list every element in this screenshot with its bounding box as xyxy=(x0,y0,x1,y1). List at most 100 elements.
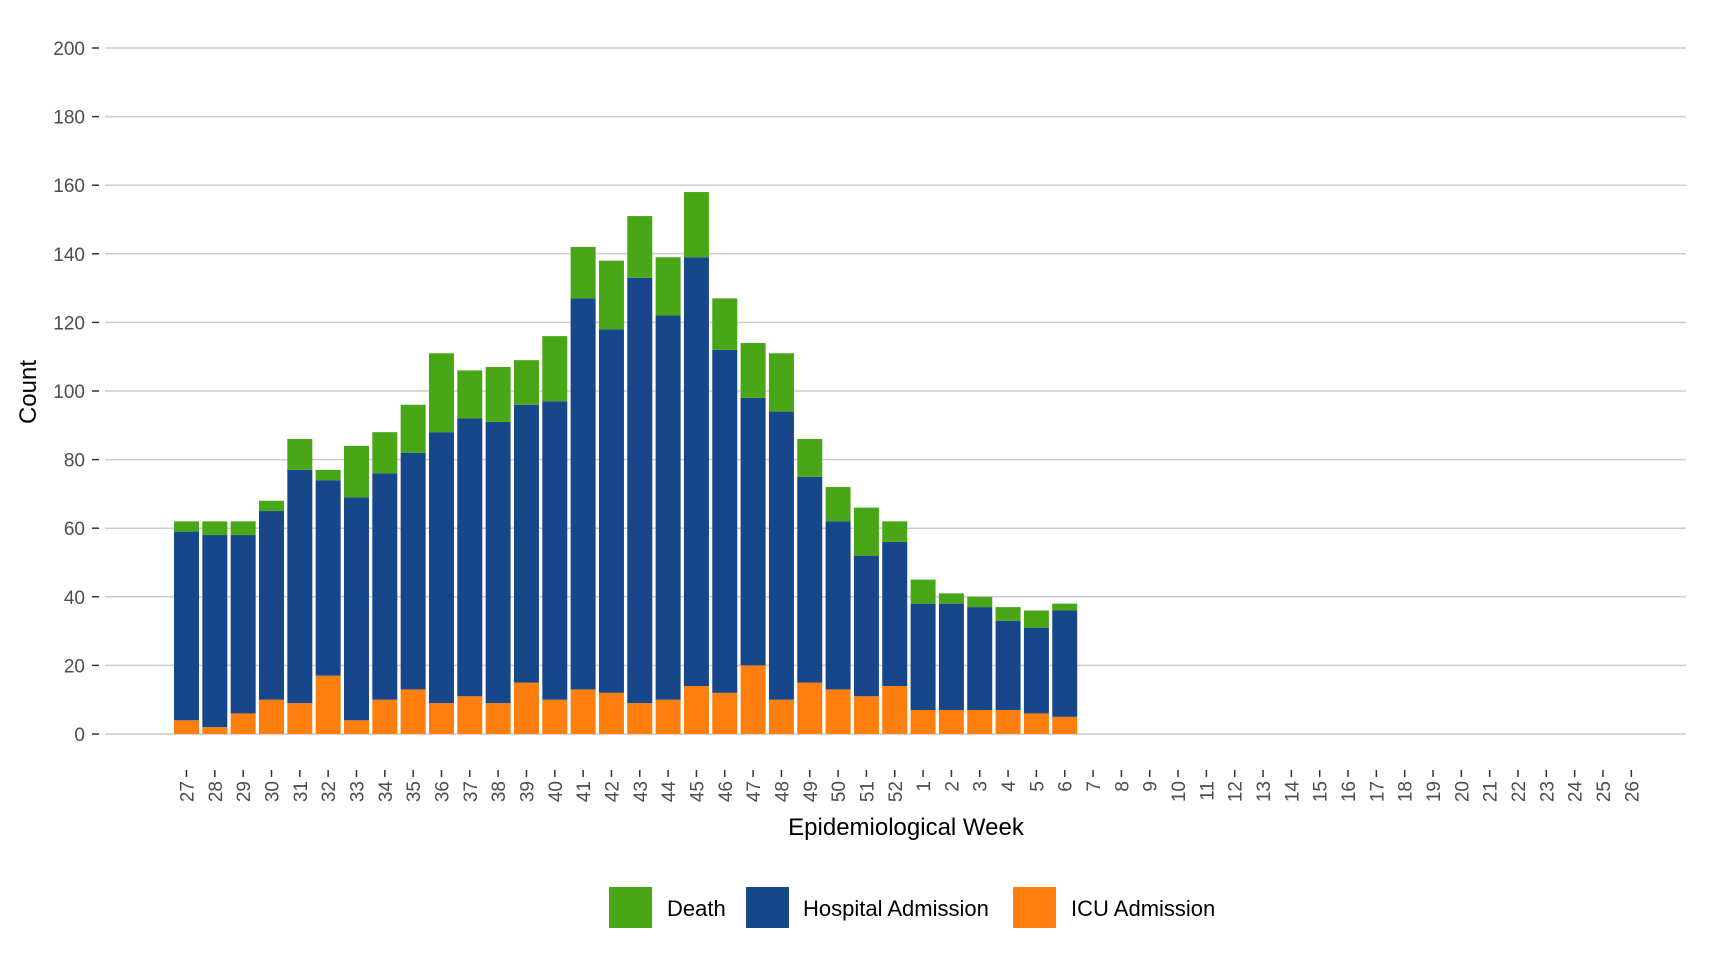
bar-death xyxy=(882,521,908,542)
x-axis-title: Epidemiological Week xyxy=(788,814,1025,841)
bar-death xyxy=(457,370,483,419)
bar-icu-admission xyxy=(258,699,284,734)
bar-death xyxy=(740,342,766,398)
bar-death xyxy=(712,298,738,350)
x-tick-label: 32 xyxy=(319,781,340,802)
bar-icu-admission xyxy=(768,699,794,734)
y-tick-label: 200 xyxy=(53,39,85,60)
bar-hospital-admission xyxy=(683,257,709,686)
bar-icu-admission xyxy=(825,689,851,734)
bar-hospital-admission xyxy=(485,421,511,704)
x-tick-label: 7 xyxy=(1084,781,1105,792)
bar-icu-admission xyxy=(174,720,199,734)
bar-death xyxy=(598,260,624,330)
bar-icu-admission xyxy=(315,675,341,734)
x-tick-label: 22 xyxy=(1509,781,1530,802)
legend-label: Hospital Admission xyxy=(803,896,989,921)
x-tick-label: 47 xyxy=(744,781,765,802)
bar-death xyxy=(910,579,936,604)
legend-swatch xyxy=(746,887,789,928)
bar-death xyxy=(287,439,313,470)
bars xyxy=(174,192,1078,734)
bar-hospital-admission xyxy=(513,404,539,683)
bar-hospital-admission xyxy=(627,277,653,704)
bar-hospital-admission xyxy=(882,541,908,686)
bar-icu-admission xyxy=(570,689,596,734)
bar-death xyxy=(542,336,568,402)
bar-death xyxy=(372,432,398,474)
legend-swatch xyxy=(1013,887,1056,928)
legend-label: Death xyxy=(667,896,726,921)
bar-hospital-admission xyxy=(428,432,454,704)
x-tick-label: 41 xyxy=(574,781,595,802)
bar-icu-admission xyxy=(1023,713,1049,734)
x-tick-label: 44 xyxy=(659,781,680,803)
bar-icu-admission xyxy=(230,713,256,734)
bar-icu-admission xyxy=(400,689,426,734)
x-tick-label: 45 xyxy=(687,781,708,802)
bar-icu-admission xyxy=(882,685,908,734)
x-tick-label: 30 xyxy=(262,781,283,802)
x-tick-label: 14 xyxy=(1282,781,1303,803)
bar-hospital-admission xyxy=(1023,627,1049,714)
bar-hospital-admission xyxy=(967,607,993,710)
bar-icu-admission xyxy=(485,703,511,734)
bar-icu-admission xyxy=(740,665,766,734)
bar-icu-admission xyxy=(598,692,624,734)
bar-death xyxy=(570,246,596,299)
x-tick-label: 11 xyxy=(1197,781,1218,801)
x-tick-label: 17 xyxy=(1367,781,1388,802)
bar-icu-admission xyxy=(428,703,454,734)
bar-death xyxy=(485,366,511,422)
bar-hospital-admission xyxy=(1052,610,1078,717)
x-tick-label: 6 xyxy=(1056,781,1077,792)
bar-icu-admission xyxy=(712,692,738,734)
bar-hospital-admission xyxy=(995,620,1021,710)
bar-icu-admission xyxy=(287,703,313,734)
x-tick-label: 46 xyxy=(716,781,737,802)
bar-hospital-admission xyxy=(740,397,766,666)
bar-icu-admission xyxy=(910,709,936,734)
bar-icu-admission xyxy=(853,696,879,734)
x-axis: 27 28 29 30 31 32 33 34 35 36 37 38 39 40 41 42 43 44 45 46… xyxy=(178,770,1643,803)
bar-icu-admission xyxy=(343,720,369,734)
x-tick-label: 28 xyxy=(206,781,227,802)
x-tick-label: 3 xyxy=(971,781,992,792)
x-tick-label: 40 xyxy=(546,781,567,802)
y-tick-label: 160 xyxy=(53,176,85,197)
bar-death xyxy=(258,500,284,512)
bar-death xyxy=(655,257,681,316)
y-tick-label: 80 xyxy=(64,451,85,472)
x-tick-label: 5 xyxy=(1027,781,1048,792)
x-tick-label: 27 xyxy=(178,781,199,802)
y-tick-label: 40 xyxy=(64,588,85,609)
x-tick-label: 8 xyxy=(1112,781,1133,792)
x-tick-label: 34 xyxy=(376,781,397,803)
x-tick-label: 49 xyxy=(801,781,822,802)
bar-hospital-admission xyxy=(797,476,823,683)
bar-hospital-admission xyxy=(938,603,964,710)
bar-hospital-admission xyxy=(598,329,624,693)
bar-death xyxy=(768,353,794,412)
x-tick-label: 19 xyxy=(1424,781,1445,802)
x-tick-label: 33 xyxy=(347,781,368,802)
bar-death xyxy=(995,607,1021,621)
bar-death xyxy=(853,507,879,556)
bar-icu-admission xyxy=(655,699,681,734)
bar-hospital-admission xyxy=(768,411,794,700)
bar-hospital-admission xyxy=(457,418,483,697)
bar-death xyxy=(174,521,199,532)
bar-death xyxy=(967,596,993,608)
x-tick-label: 29 xyxy=(234,781,255,802)
bar-death xyxy=(513,360,539,405)
bar-death xyxy=(825,487,851,522)
x-tick-label: 35 xyxy=(404,781,425,802)
legend-swatch xyxy=(609,887,652,928)
bar-death xyxy=(428,353,454,433)
x-tick-label: 18 xyxy=(1396,781,1417,802)
x-tick-label: 38 xyxy=(489,781,510,802)
legend-label: ICU Admission xyxy=(1071,896,1215,921)
x-tick-label: 20 xyxy=(1452,781,1473,802)
bar-hospital-admission xyxy=(655,315,681,700)
bar-icu-admission xyxy=(683,685,709,734)
